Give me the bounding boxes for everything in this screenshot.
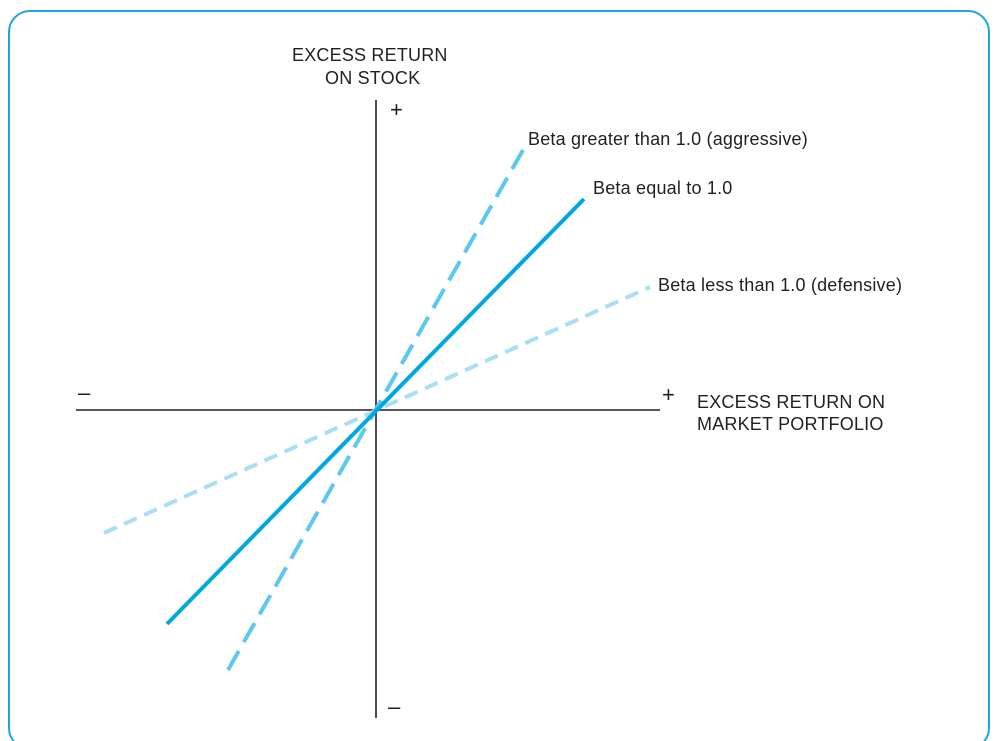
defensive-beta-label: Beta less than 1.0 (defensive) <box>658 275 903 295</box>
y-axis-label-line2: ON STOCK <box>325 68 421 88</box>
diagram-frame <box>8 10 990 741</box>
x-axis-label-line2: MARKET PORTFOLIO <box>697 414 884 434</box>
market-beta-line <box>165 197 586 626</box>
x-axis-label-line1: EXCESS RETURN ON <box>697 392 886 412</box>
aggressive-beta-label: Beta greater than 1.0 (aggressive) <box>528 129 808 149</box>
x-axis-positive-sign: + <box>662 382 675 407</box>
y-axis-label-line1: EXCESS RETURN <box>292 45 448 65</box>
y-axis-positive-sign: + <box>390 97 403 122</box>
y-axis-negative-sign: – <box>388 694 401 719</box>
market-beta-label: Beta equal to 1.0 <box>593 178 733 198</box>
x-axis-negative-sign: – <box>78 380 91 405</box>
